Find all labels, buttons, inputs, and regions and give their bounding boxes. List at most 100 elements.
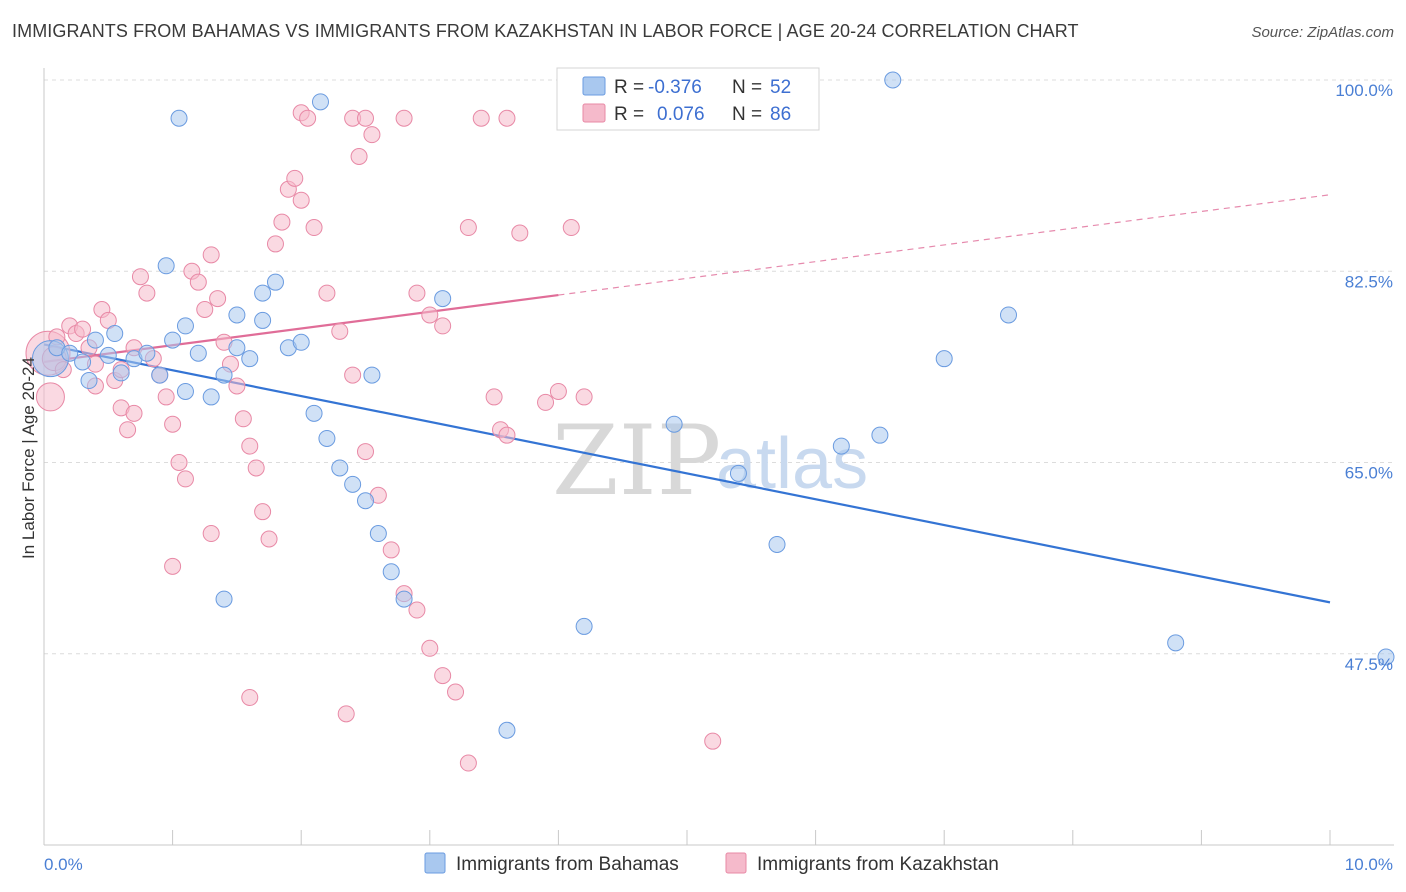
kazakhstan-point [408,284,426,302]
kazakhstan-point [138,284,156,302]
kazakhstan-point [170,454,188,471]
kazakhstan-point [176,470,194,488]
legend-n-value-2: 86 [770,104,791,125]
bahamas-point [369,525,387,543]
y-tick-label: 65.0% [1345,464,1393,483]
y-tick-label: 100.0% [1335,81,1393,100]
legend-n-value-1: 52 [770,77,791,98]
kazakhstan-point [202,246,220,264]
bahamas-point [215,366,233,384]
kazakhstan-point [704,732,722,750]
bahamas-points [31,71,1395,739]
kazakhstan-point [350,148,368,165]
bahamas-point [176,317,194,335]
bahamas-point [86,331,104,349]
bahamas-point [228,339,246,357]
legend-swatch-bahamas [582,76,606,96]
kazakhstan-point [498,426,516,444]
bahamas-point [331,459,349,477]
watermark: ZIP atlas [552,405,868,517]
bahamas-point [254,311,272,329]
bahamas-point [311,93,329,111]
kazakhstan-point [266,235,284,253]
kazakhstan-point [382,541,400,559]
kazakhstan-point [35,382,65,412]
kazakhstan-point [202,525,220,543]
kazakhstan-point [511,224,529,242]
kazakhstan-point [357,109,374,127]
bahamas-point [665,415,683,433]
bahamas-point [935,350,953,368]
bahamas-point [215,590,233,608]
bahamas-point [228,306,246,324]
bahamas-point [575,617,593,635]
chart-title: IMMIGRANTS FROM BAHAMAS VS IMMIGRANTS FR… [12,21,1079,41]
bahamas-point [344,475,362,493]
legend-r-label-2: R = [614,104,644,125]
kazakhstan-point [447,683,465,701]
kazakhstan-point [331,322,349,340]
bahamas-point [61,344,79,362]
bahamas-point [832,437,850,455]
bottom-legend-label-bahamas: Immigrants from Bahamas [456,854,679,875]
y-tick-label: 82.5% [1345,272,1393,291]
kazakhstan-point [164,415,182,433]
bahamas-point [305,404,323,422]
legend-swatch-kazakhstan [582,103,606,123]
kazakhstan-point [74,320,92,338]
bahamas-point [729,464,747,482]
bahamas-point [241,350,259,368]
bahamas-point [292,333,310,351]
kazakhstan-point [344,366,362,384]
kazakhstan-point [472,109,490,127]
bahamas-point [176,382,194,400]
x-tick-label-max: 10.0% [1345,855,1393,874]
y-tick-label: 47.5% [1345,655,1393,674]
bahamas-point [498,721,516,739]
bahamas-point [1167,634,1185,652]
watermark-zip: ZIP [552,405,721,517]
bahamas-point [189,344,207,362]
x-tick-label-min: 0.0% [44,855,83,874]
y-tick-labels: 100.0% 82.5% 65.0% 47.5% [1335,81,1393,674]
bottom-legend-swatch-kazakhstan [725,852,747,874]
kazakhstan-point [357,443,374,461]
bahamas-point [74,353,92,371]
chart-source: Source: ZipAtlas.com [1251,24,1394,41]
kazakhstan-point [434,667,452,685]
legend-r-value-1: -0.376 [648,77,702,98]
bahamas-point [382,563,400,581]
axes [43,68,1394,846]
kazakhstan-point [318,284,336,302]
kazakhstan-point [337,705,355,723]
kazakhstan-point [395,109,413,127]
kazakhstan-point [228,377,246,395]
kazakhstan-point [408,601,426,619]
kazakhstan-point [241,437,259,455]
kazakhstan-point [292,191,310,209]
bahamas-point [318,429,336,447]
kazakhstan-point [241,688,259,706]
kazakhstan-point [247,459,265,477]
bahamas-point [768,535,786,553]
kazakhstan-point [157,388,175,406]
kazakhstan-point [575,388,593,406]
bahamas-point [106,325,124,343]
bahamas-point [884,71,902,89]
bahamas-point [357,492,374,510]
series-legend: Immigrants from Bahamas Immigrants from … [424,852,999,875]
kazakhstan-point [537,393,555,411]
bahamas-point [151,366,169,384]
bahamas-point [395,590,413,608]
trend-lines [43,194,1331,604]
bahamas-trend-line [43,343,1331,604]
kazakhstan-point [363,126,381,144]
kazakhstan-point [131,268,149,286]
kazakhstan-point [260,530,278,548]
bahamas-point [138,344,156,362]
kazakhstan-point [549,382,567,400]
bahamas-point [164,331,182,349]
kazakhstan-point [459,754,477,772]
kazakhstan-point [196,301,214,318]
